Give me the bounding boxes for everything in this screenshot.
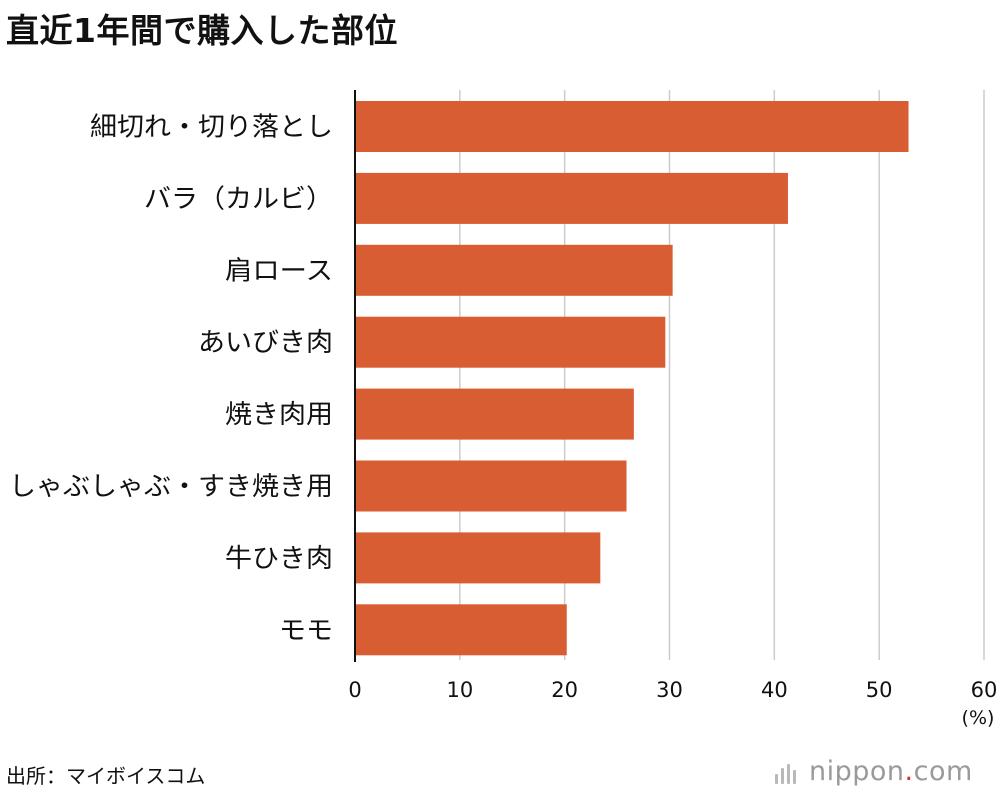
x-unit-label: (%) bbox=[962, 707, 995, 729]
bar bbox=[355, 101, 909, 152]
category-label: バラ（カルビ） bbox=[144, 184, 333, 214]
x-tick-label: 40 bbox=[761, 678, 788, 702]
bar bbox=[355, 460, 627, 512]
logo-name: nippon bbox=[809, 756, 905, 787]
category-label: 牛ひき肉 bbox=[225, 544, 333, 574]
category-label: 焼き肉用 bbox=[225, 400, 333, 430]
bar bbox=[355, 388, 634, 440]
x-tick-label: 50 bbox=[866, 678, 893, 702]
x-tick-label: 0 bbox=[348, 678, 361, 702]
source-note: 出所：マイボイスコム bbox=[6, 764, 206, 788]
category-label: 肩ロース bbox=[225, 256, 333, 286]
bar bbox=[355, 244, 673, 296]
x-tick-labels: 0 10 20 30 40 50 60 bbox=[348, 678, 997, 702]
logo-bars-icon bbox=[775, 764, 803, 784]
bar bbox=[355, 316, 666, 368]
x-tick-label: 10 bbox=[446, 678, 473, 702]
category-label: 細切れ・切り落とし bbox=[90, 113, 333, 143]
bar bbox=[355, 172, 788, 224]
x-tick-label: 20 bbox=[551, 678, 578, 702]
bar bbox=[355, 532, 601, 584]
category-label: あいびき肉 bbox=[198, 328, 333, 358]
x-tick-label: 60 bbox=[971, 678, 998, 702]
chart-title: 直近1年間で購入した部位 bbox=[6, 11, 398, 50]
category-label: モモ bbox=[279, 616, 333, 646]
logo-text: nippon.com bbox=[809, 756, 973, 787]
x-tick-label: 30 bbox=[656, 678, 683, 702]
bar bbox=[355, 604, 567, 656]
category-label: しゃぶしゃぶ・すき焼き用 bbox=[9, 472, 333, 502]
bars bbox=[355, 101, 909, 656]
logo-tld: com bbox=[913, 756, 973, 787]
logo-dot: . bbox=[904, 756, 914, 787]
nippon-logo: nippon.com bbox=[775, 756, 997, 790]
